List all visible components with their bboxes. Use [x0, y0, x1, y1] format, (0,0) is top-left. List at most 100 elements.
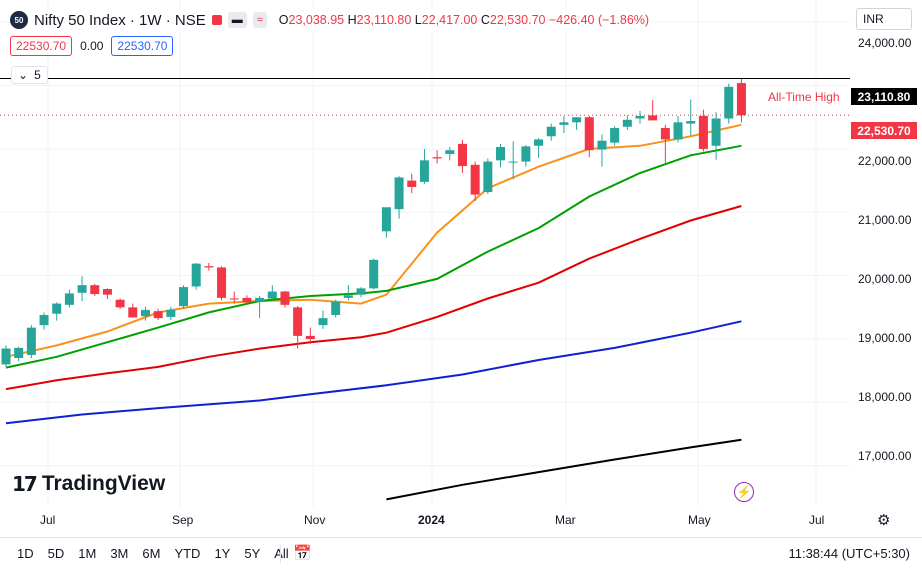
price-tick: 21,000.00 [858, 213, 912, 227]
indicator-count: 5 [34, 68, 41, 82]
candle-body [229, 298, 239, 300]
candle-body [26, 327, 36, 355]
time-tick: Jul [40, 513, 56, 527]
range-3m-button[interactable]: 3M [110, 546, 129, 561]
chevron-down-icon: ⌄ [18, 68, 29, 82]
sell-button[interactable]: 22530.70 [10, 36, 73, 56]
buy-button[interactable]: 22530.70 [111, 36, 174, 56]
range-1m-button[interactable]: 1M [78, 546, 97, 561]
candle-body [673, 122, 683, 140]
candle-body [394, 177, 404, 210]
symbol-legend[interactable]: 50 Nifty 50 Index · 1W · NSE ▬ ≈ O23,038… [10, 9, 650, 31]
candle-body [293, 307, 303, 336]
indicators-toggle[interactable]: ⌄ 5 [11, 66, 48, 84]
candle-body [470, 164, 480, 195]
candle-body [572, 117, 582, 123]
candle-body [407, 180, 417, 187]
candle-body [1, 348, 11, 365]
range-ytd-button[interactable]: YTD [174, 546, 201, 561]
candle-body [90, 285, 100, 295]
last-price-tag: 22,530.70 [851, 122, 917, 139]
flash-icon[interactable]: ⚡ [734, 482, 754, 502]
series-line [5, 320, 742, 425]
time-tick: May [688, 513, 711, 527]
candle-body [622, 119, 632, 127]
price-tick: 19,000.00 [858, 331, 912, 345]
candle-body [610, 128, 620, 143]
candle-body [64, 293, 74, 305]
series-line [386, 438, 742, 501]
clock-timezone[interactable]: 11:38:44 (UTC+5:30) [788, 546, 910, 561]
symbol-logo: 50 [10, 11, 28, 29]
candle-body [102, 288, 112, 295]
tradingview-logo[interactable]: 17 TradingView [12, 472, 165, 496]
candle-body [698, 115, 708, 149]
candle-body [546, 126, 556, 137]
range-1y-button[interactable]: 1Y [214, 546, 231, 561]
candle-body [305, 335, 315, 340]
gear-icon[interactable]: ⚙ [877, 512, 891, 529]
candle-body [52, 303, 62, 314]
candle-body [521, 146, 531, 162]
candle-body [191, 263, 201, 287]
candle-body [496, 147, 506, 161]
ohlc-values: O23,038.95 H23,110.80 L22,417.00 C22,530… [278, 13, 650, 27]
calendar-range-icon[interactable]: 📅 [293, 545, 312, 562]
series-line [5, 123, 742, 358]
candle-body [483, 161, 493, 193]
candle-body [381, 207, 391, 232]
candle-body [432, 157, 442, 159]
all-time-high-tag: 23,110.80 [851, 88, 917, 105]
candle-body [457, 143, 467, 167]
candle-body [648, 115, 658, 121]
range-6m-button[interactable]: 6M [142, 546, 161, 561]
price-tick: 22,000.00 [858, 154, 912, 168]
range-all-button[interactable]: All [274, 546, 289, 561]
series-line [5, 205, 742, 391]
candle-body [128, 307, 138, 318]
price-tick: 18,000.00 [858, 390, 912, 404]
currency-select[interactable]: INR [856, 8, 912, 30]
range-buttons: 1D 5D 1M 3M 6M YTD 1Y 5Y All [10, 546, 296, 561]
symbol-title[interactable]: Nifty 50 Index · 1W · NSE [34, 11, 206, 29]
candle-body [331, 301, 341, 315]
candle-body [597, 140, 607, 150]
compare-toggle-icon[interactable]: ▬ [227, 12, 247, 28]
candle-body [445, 150, 455, 155]
candle-body [14, 347, 24, 359]
price-tick: 24,000.00 [858, 36, 912, 50]
price-tick: 17,000.00 [858, 449, 912, 463]
candle-body [356, 288, 366, 295]
candle-body [686, 121, 696, 124]
price-chart[interactable] [0, 0, 850, 507]
toolbar-divider [280, 545, 281, 563]
spread-value: 0.00 [80, 39, 104, 53]
candle-body [166, 309, 176, 317]
wave-icon[interactable]: ≈ [252, 12, 267, 28]
candle-body [343, 295, 353, 298]
candle-body [217, 267, 227, 298]
market-status-icon[interactable] [211, 15, 222, 25]
candle-body [242, 297, 252, 303]
candle-body [153, 311, 163, 319]
candle-body [559, 122, 569, 125]
candle-body [255, 297, 265, 302]
candle-body [534, 139, 544, 146]
range-5y-button[interactable]: 5Y [244, 546, 261, 561]
trade-row: 22530.70 0.00 22530.70 [10, 36, 174, 56]
price-tick: 20,000.00 [858, 272, 912, 286]
candle-body [318, 318, 328, 326]
tradingview-mark-icon: 17 [12, 472, 38, 496]
logo-text: TradingView [41, 472, 166, 495]
candle-body [115, 299, 125, 308]
candle-body [635, 115, 645, 119]
chart-area[interactable] [0, 0, 850, 507]
range-1d-button[interactable]: 1D [17, 546, 34, 561]
candle-body [419, 160, 429, 182]
candle-body [711, 118, 721, 146]
series-line [5, 144, 742, 369]
time-tick: Mar [555, 513, 576, 527]
candle-body [179, 287, 189, 307]
candle-body [369, 259, 379, 289]
range-5d-button[interactable]: 5D [47, 546, 65, 561]
